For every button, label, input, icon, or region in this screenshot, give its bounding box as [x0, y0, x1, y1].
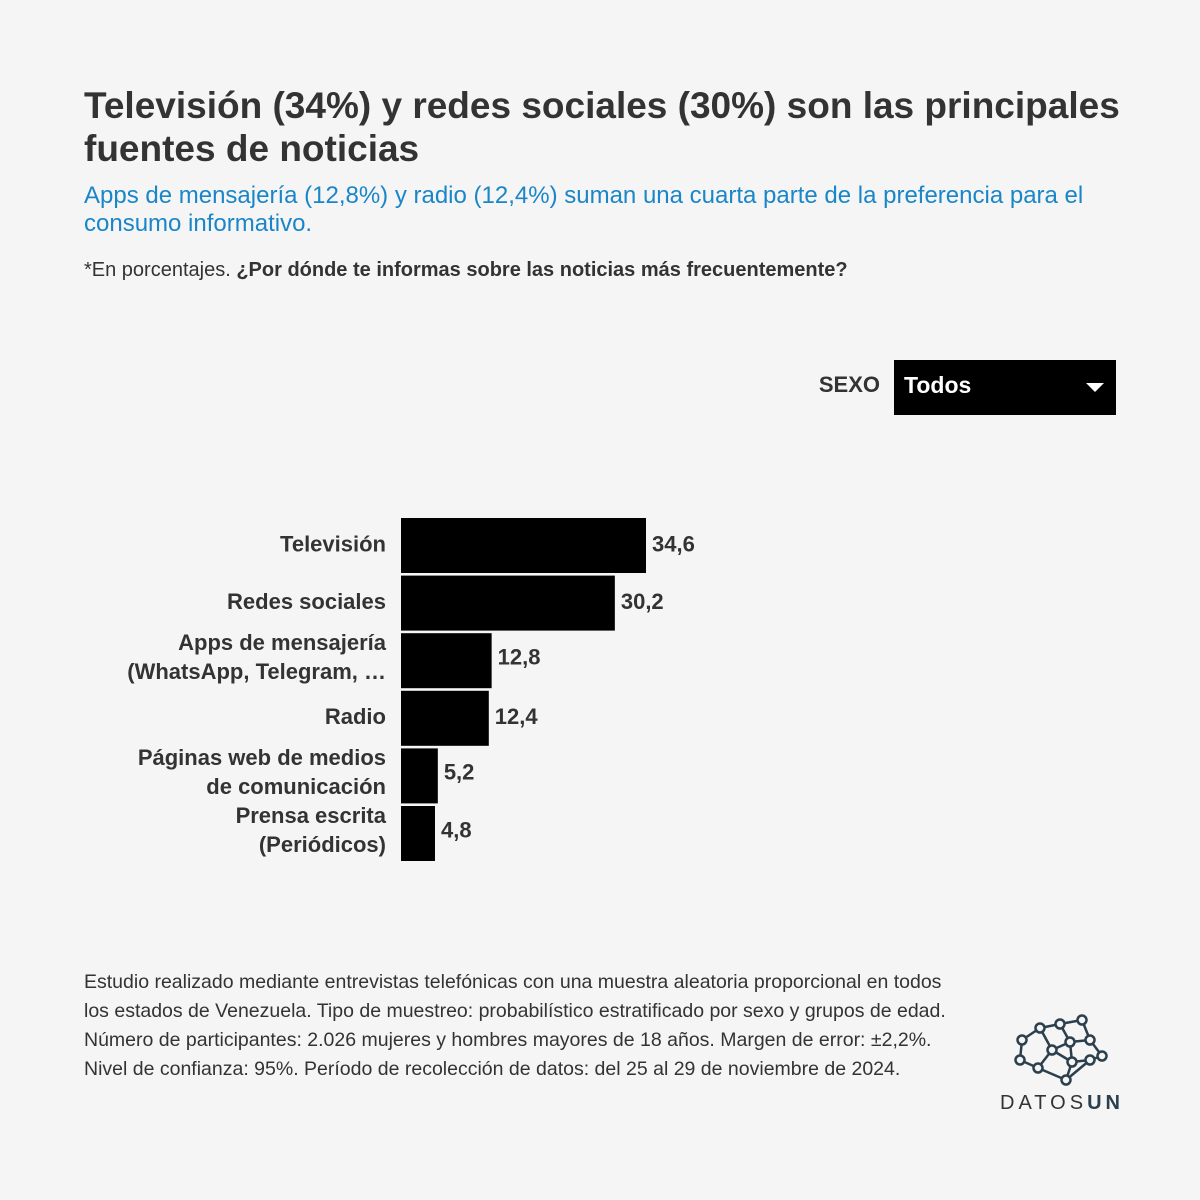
sex-filter-dropdown[interactable]: Todos: [894, 360, 1116, 415]
sex-filter-label: SEXO: [818, 372, 880, 397]
bar: [401, 748, 438, 804]
chart-note: *En porcentajes. ¿Por dónde te informas …: [84, 256, 1124, 284]
category-label-line: (Periódicos): [259, 832, 386, 857]
logo-wordmark: DATOSUN: [1000, 1092, 1120, 1115]
page-title: Televisión (34%) y redes sociales (30%) …: [84, 85, 1120, 169]
category-label-line: Páginas web de medios: [138, 745, 386, 770]
bar: [401, 806, 435, 861]
value-label: 12,8: [498, 645, 541, 670]
chevron-down-icon: [1086, 383, 1104, 392]
bar: [401, 633, 492, 689]
category-label: Páginas web de medios de comunicación: [138, 745, 386, 799]
bar: [401, 575, 615, 631]
category-label-line: Apps de mensajería: [178, 630, 387, 655]
category-label-line: (WhatsApp, Telegram, …: [127, 659, 386, 684]
category-label: Apps de mensajería (WhatsApp, Telegram, …: [127, 630, 386, 684]
methodology-note: Estudio realizado mediante entrevistas t…: [84, 971, 946, 1080]
page-subtitle: Apps de mensajería (12,8%) y radio (12,4…: [84, 182, 1084, 237]
value-label: 4,8: [441, 817, 472, 842]
category-label: Prensa escrita (Periódicos): [236, 803, 387, 857]
value-label: 30,2: [621, 589, 664, 614]
category-label-line: Prensa escrita: [236, 803, 387, 828]
logo-text-bold: UN: [1087, 1092, 1124, 1114]
survey-question: ¿Por dónde te informas sobre las noticia…: [236, 259, 848, 281]
category-label-line: Redes sociales: [227, 589, 386, 614]
category-label: Televisión: [280, 531, 386, 556]
bar: [401, 690, 489, 746]
note-prefix: *En porcentajes.: [84, 259, 237, 281]
category-label-line: Radio: [325, 704, 386, 729]
datosun-logo: DATOSUN: [1000, 1010, 1120, 1120]
value-label: 5,2: [444, 760, 475, 785]
category-label-line: Televisión: [280, 531, 386, 556]
value-label: 34,6: [652, 531, 695, 556]
sex-filter-value: Todos: [904, 372, 972, 398]
bar: [401, 518, 646, 573]
logo-text-light: DATOS: [1000, 1092, 1088, 1114]
category-label: Redes sociales: [227, 589, 386, 614]
category-label-line: de comunicación: [206, 774, 386, 799]
network-icon: [1014, 1014, 1108, 1086]
value-label: 12,4: [495, 704, 539, 729]
category-label: Radio: [325, 704, 386, 729]
